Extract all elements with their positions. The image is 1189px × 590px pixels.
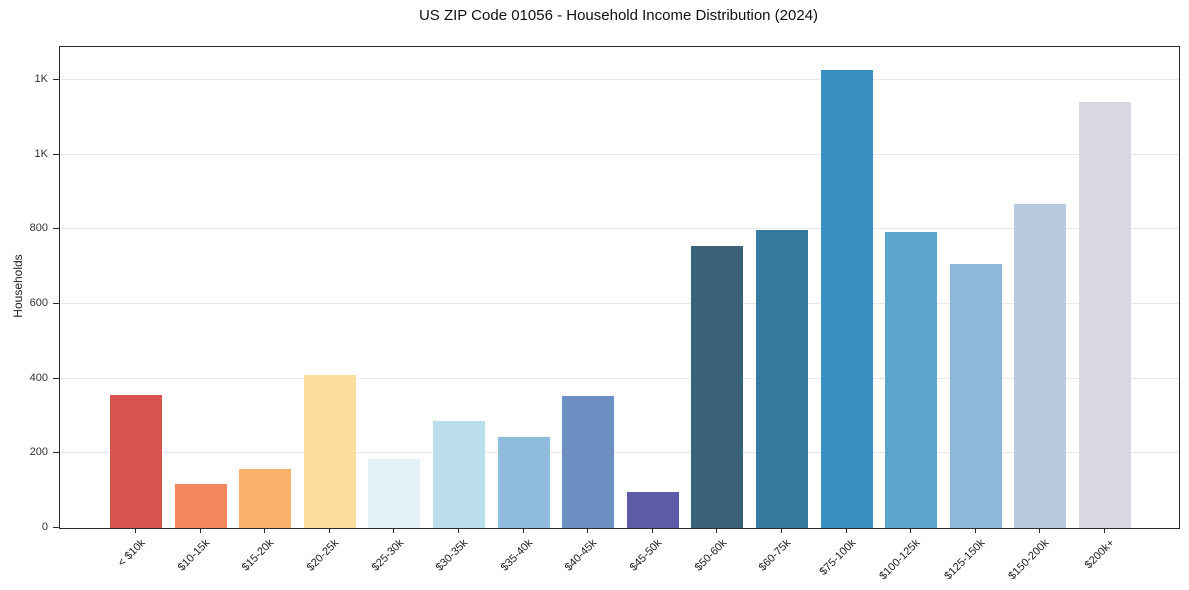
x-tick-mark-12 — [910, 528, 912, 533]
x-tick-label-13: $125-150k — [942, 537, 988, 583]
y-tick-label-3: 600 — [29, 296, 48, 309]
x-tick-mark-0 — [135, 528, 136, 533]
x-tick-label-15: $200k+ — [1082, 537, 1117, 572]
y-tick-label-5: 1K — [34, 147, 48, 160]
x-tick-label-0: < $10k — [115, 537, 148, 570]
x-tick-mark-10 — [781, 528, 782, 533]
bar-$10-15k — [174, 483, 227, 528]
bar-$45-50k — [626, 491, 679, 528]
gridline-1200 — [60, 78, 1179, 80]
x-tick-label-14: $150-200k — [1006, 537, 1052, 583]
x-tick-label-4: $25-30k — [369, 537, 406, 574]
bar-$150-200k — [1014, 203, 1067, 528]
plot-area — [59, 46, 1180, 529]
y-tick-mark-3 — [53, 302, 59, 304]
x-axis: < $10k $10-15k $15-20k $20-25k $25-30k $30-35… — [59, 528, 1178, 590]
bar-$125-150k — [949, 263, 1002, 528]
chart-title: US ZIP Code 01056 - Household Income Dis… — [418, 7, 819, 24]
x-tick-mark-6 — [522, 528, 524, 533]
y-tick-mark-2 — [53, 377, 59, 379]
gridline-1000 — [60, 153, 1179, 155]
bar-$75-100k — [820, 69, 873, 528]
gridline-200 — [60, 452, 1179, 454]
x-tick-mark-14 — [1039, 528, 1041, 533]
x-tick-mark-7 — [587, 528, 589, 533]
x-tick-mark-13 — [974, 528, 976, 533]
x-tick-mark-9 — [716, 528, 718, 533]
gridline-600 — [60, 302, 1179, 304]
gridline-400 — [60, 377, 1179, 379]
bar-$60-75k — [756, 230, 808, 528]
x-tick-mark-5 — [458, 528, 459, 533]
y-tick-label-6: 1K — [34, 72, 48, 85]
x-tick-label-7: $40-45k — [563, 537, 600, 574]
x-tick-label-9: $50-60k — [692, 537, 729, 574]
y-tick-label-2: 400 — [29, 371, 48, 384]
x-tick-mark-15 — [1104, 528, 1105, 533]
bar-$30-35k — [433, 420, 485, 528]
x-tick-mark-8 — [651, 528, 653, 533]
x-tick-label-8: $45-50k — [627, 537, 665, 574]
x-tick-label-2: $15-20k — [240, 537, 277, 574]
bar-$40-45k — [562, 396, 615, 528]
x-tick-label-6: $35-40k — [498, 537, 536, 574]
bar-$35-40k — [497, 437, 550, 528]
bar-$15-20k — [239, 469, 292, 528]
y-tick-label-4: 800 — [29, 222, 48, 235]
bar-$100-125k — [885, 232, 938, 528]
x-tick-label-10: $60-75k — [756, 537, 794, 574]
bar-$20-25k — [303, 374, 356, 528]
bar-$25-30k — [368, 458, 421, 528]
x-tick-mark-3 — [328, 528, 330, 533]
y-tick-mark-5 — [53, 153, 59, 155]
bar-< $10k — [110, 395, 162, 528]
y-tick-mark-4 — [53, 228, 59, 230]
x-tick-label-12: $100-125k — [877, 537, 923, 583]
y-tick-label-1: 200 — [29, 446, 48, 459]
x-tick-mark-11 — [845, 528, 847, 533]
x-tick-label-5: $30-35k — [433, 537, 471, 574]
y-tick-label-0: 0 — [41, 521, 48, 533]
y-tick-mark-6 — [53, 78, 59, 80]
y-axis: 0 200 400 600 800 1K 1K — [0, 46, 59, 533]
x-tick-label-3: $20-25k — [304, 537, 342, 574]
x-tick-label-11: $75-100k — [817, 537, 859, 578]
y-tick-mark-1 — [53, 452, 59, 454]
x-tick-mark-2 — [264, 528, 266, 533]
x-tick-mark-4 — [393, 528, 395, 533]
gridline-800 — [60, 228, 1179, 230]
bar-$50-60k — [691, 246, 744, 528]
y-tick-mark-0 — [53, 527, 59, 528]
x-tick-label-1: $10-15k — [175, 537, 213, 574]
x-tick-mark-1 — [199, 528, 201, 533]
bar-$200k+ — [1079, 101, 1131, 528]
